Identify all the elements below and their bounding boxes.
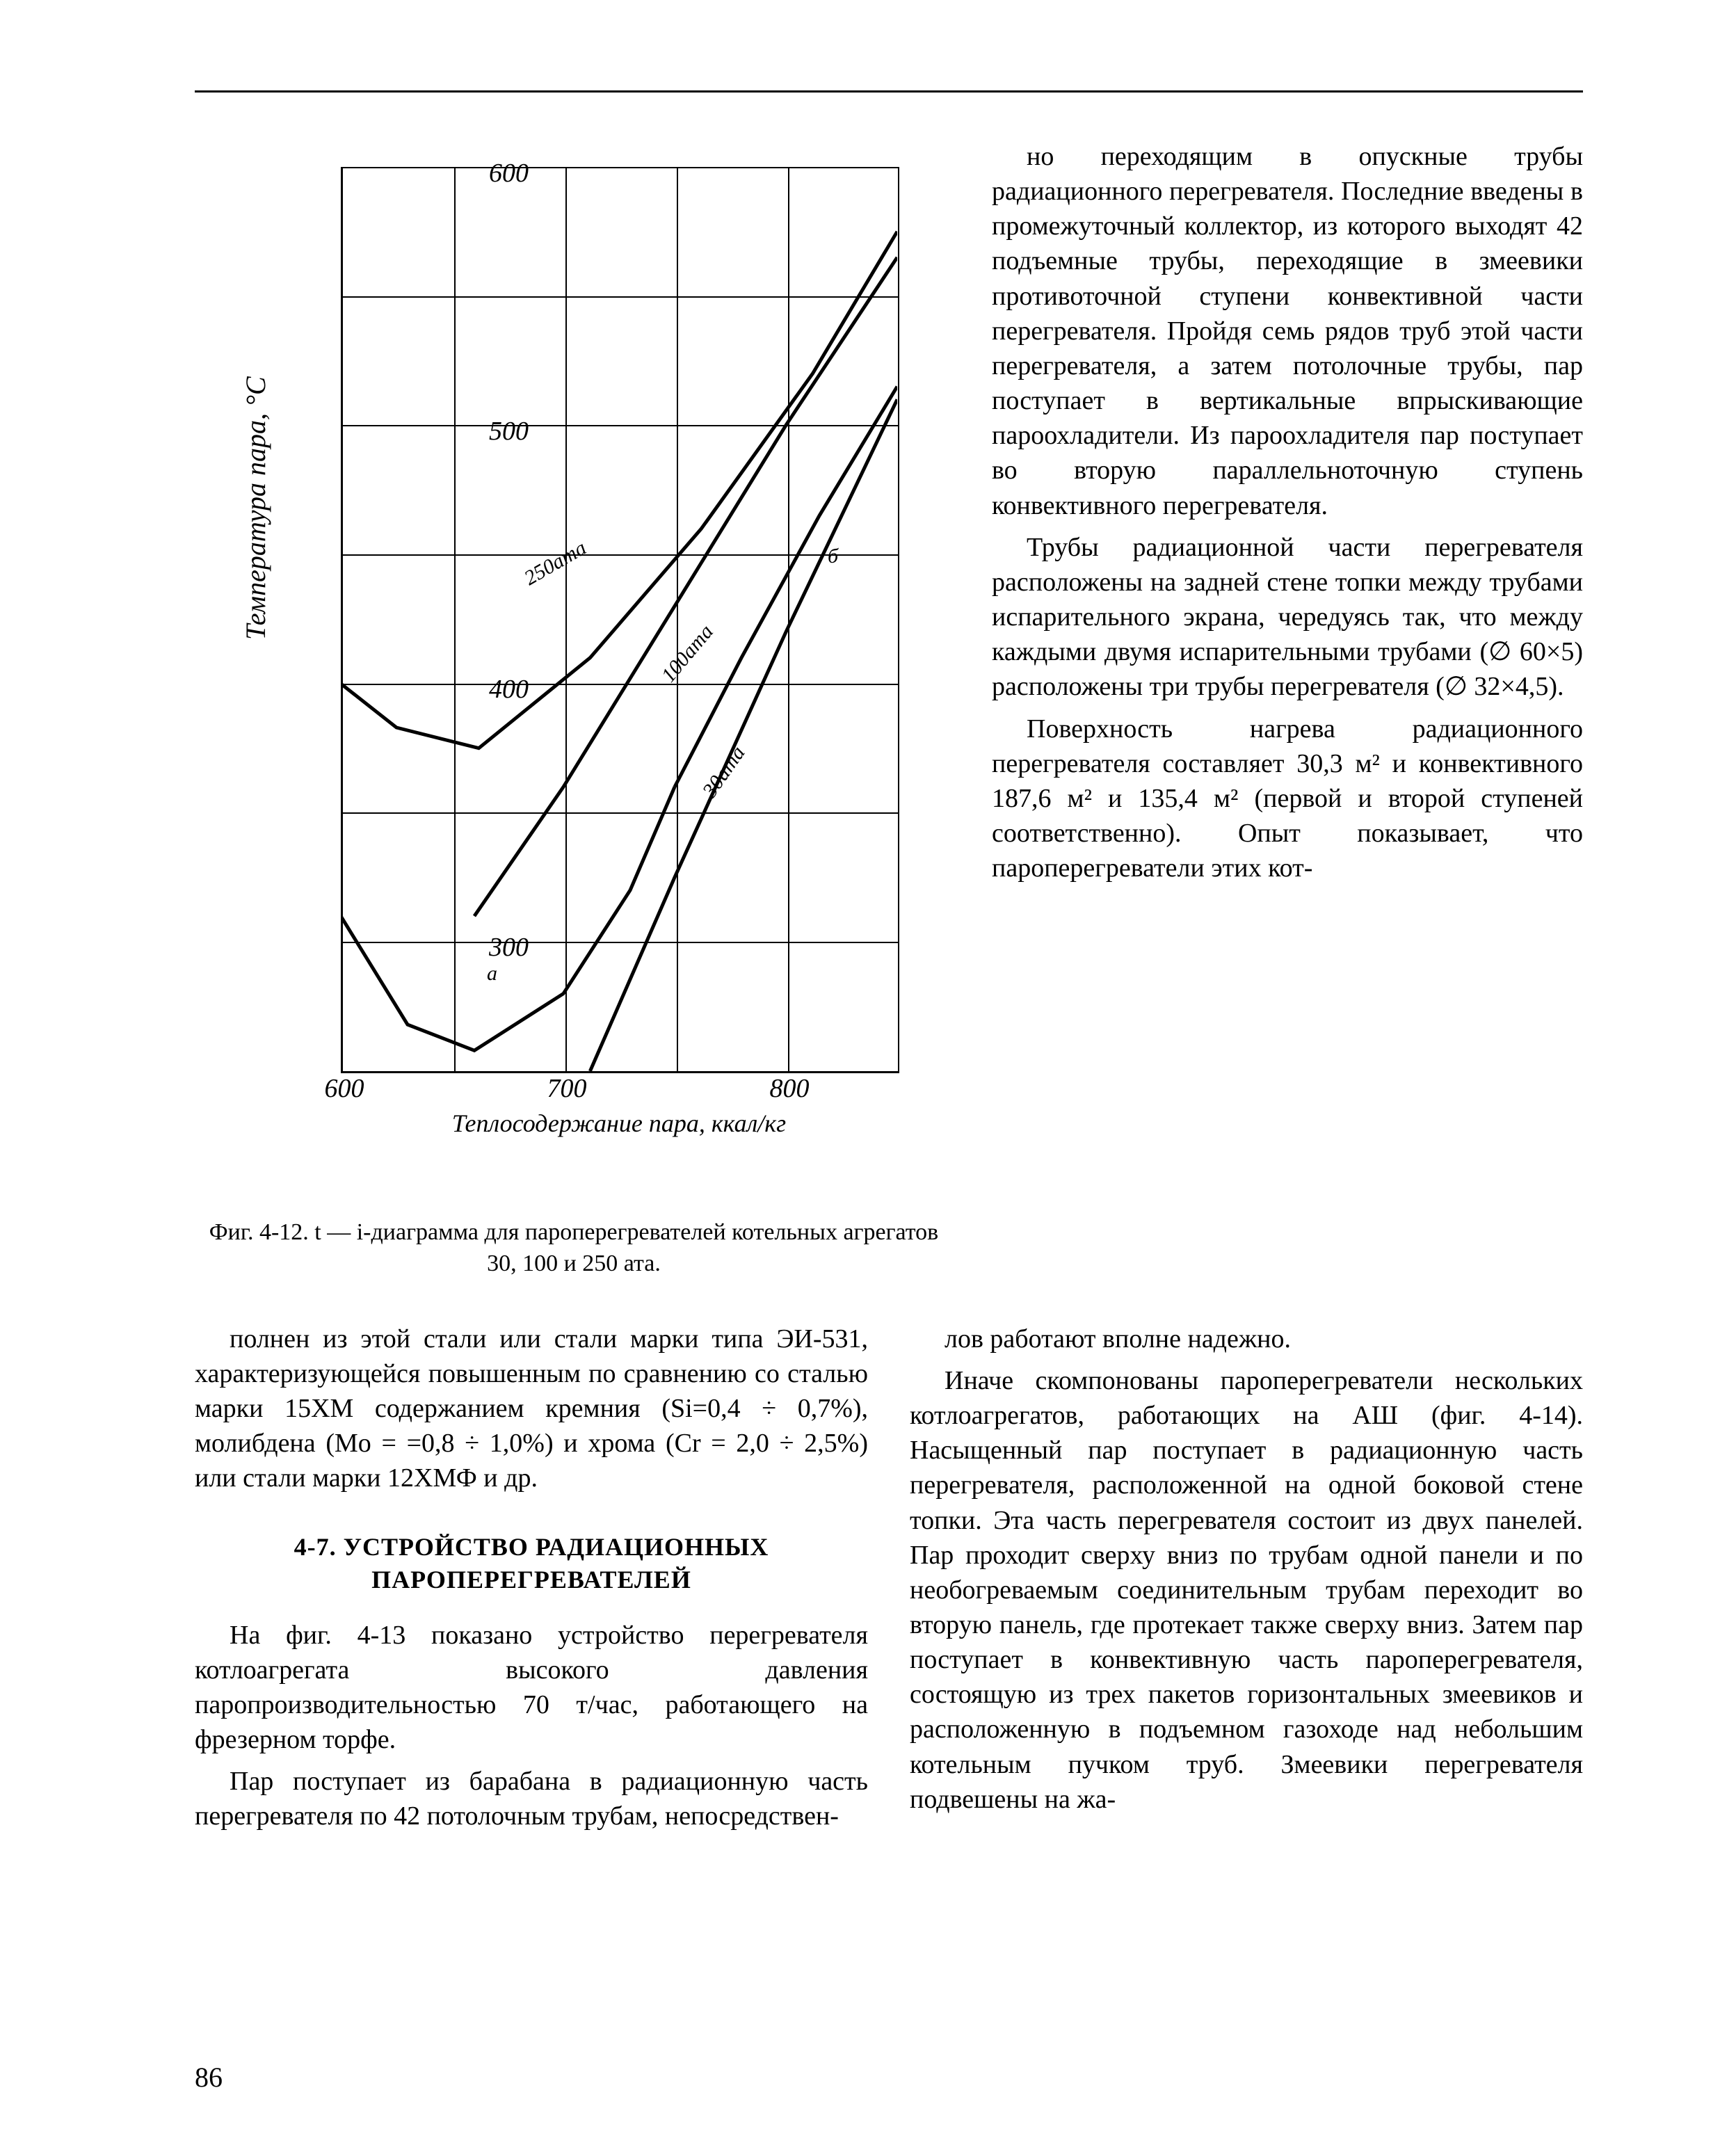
xtick-800: 800 — [769, 1071, 810, 1106]
paragraph: На фиг. 4-13 показано устройство перегре… — [195, 1618, 868, 1758]
paragraph: Трубы радиационной части перегревателя р… — [992, 530, 1583, 705]
figure-block: 600 500 400 300 600 700 800 Температура … — [195, 139, 953, 1280]
figure-caption: Фиг. 4-12. t — i-диаграмма для пароперег… — [195, 1217, 953, 1280]
paragraph: Иначе скомпонованы пароперегреватели нес… — [910, 1363, 1583, 1817]
x-axis-label: Теплосодержание пара, ккал/кг — [341, 1107, 897, 1141]
xtick-700: 700 — [546, 1071, 588, 1106]
paragraph: Пар поступает из барабана в радиационную… — [195, 1764, 868, 1833]
curves-overlay — [341, 167, 897, 1071]
xtick-600: 600 — [323, 1071, 365, 1106]
paragraph: Поверхность нагрева радиационного перегр… — [992, 712, 1583, 886]
ti-diagram-chart: 600 500 400 300 600 700 800 Температура … — [195, 139, 953, 1189]
paragraph: полнен из этой стали или стали марки тип… — [195, 1322, 868, 1496]
page: 600 500 400 300 600 700 800 Температура … — [0, 0, 1736, 2152]
section-heading: 4-7. УСТРОЙСТВО РАДИАЦИОННЫХ ПАРОПЕРЕГРЕ… — [195, 1531, 868, 1597]
y-axis-label: Температура пара, °C — [238, 376, 275, 640]
boundary-marker-b: б — [828, 543, 838, 570]
boundary-marker-a: а — [487, 960, 497, 988]
horizontal-rule — [195, 90, 1583, 93]
page-number: 86 — [195, 2059, 223, 2096]
paragraph: но переходящим в опускные трубы радиацио… — [992, 139, 1583, 523]
paragraph: лов работают вполне надежно. — [910, 1322, 1583, 1356]
bottom-columns: полнен из этой стали или стали марки тип… — [195, 1322, 1583, 1834]
right-column: но переходящим в опускные трубы радиацио… — [992, 139, 1583, 892]
